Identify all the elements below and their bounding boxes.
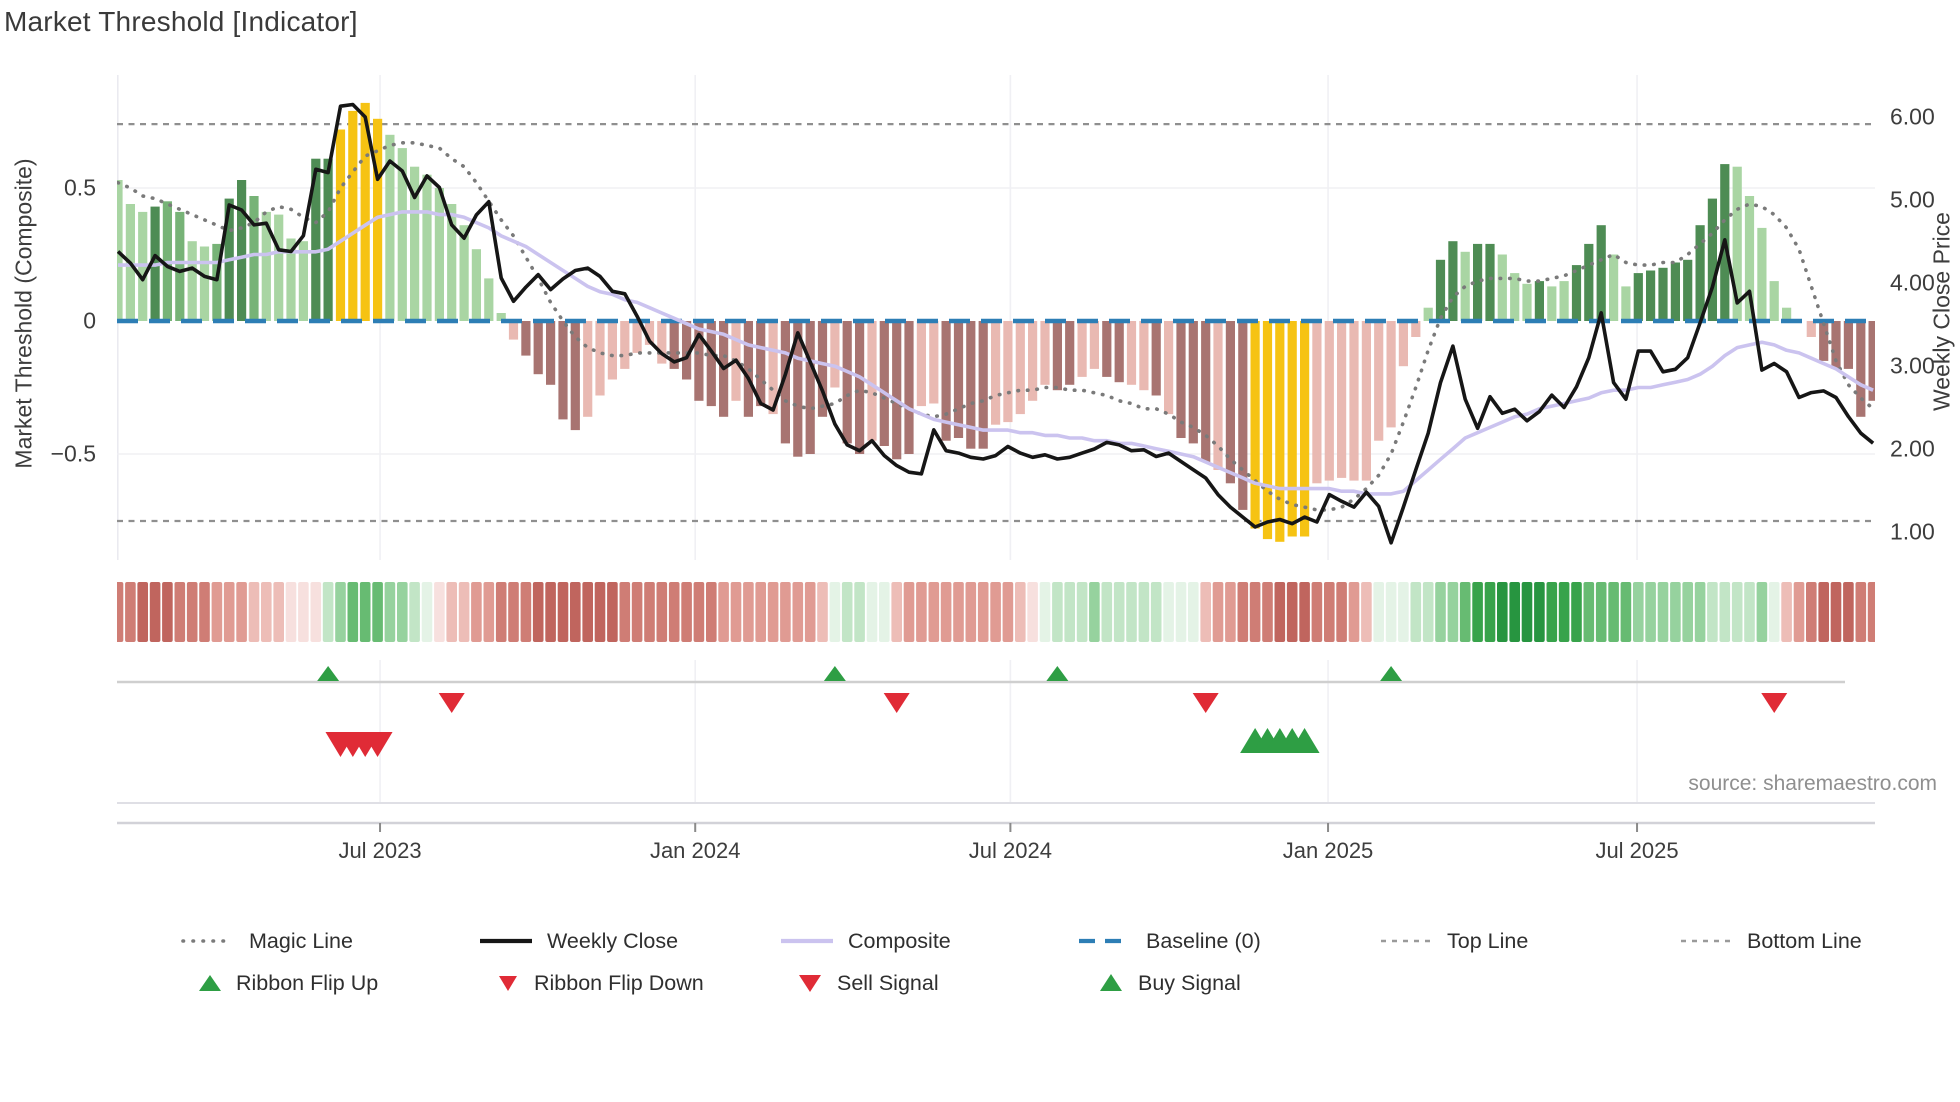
- left-tick-label: 0: [83, 307, 96, 334]
- dotted-line-swatch-icon: [1381, 939, 1431, 943]
- legend-label: Bottom Line: [1747, 928, 1862, 953]
- signal-markers-panel: [117, 660, 1875, 832]
- ribbon-flip-up-marker: [823, 666, 846, 681]
- buy-signal-marker: [1289, 728, 1320, 753]
- x-tick-label: Jul 2025: [1595, 838, 1679, 863]
- x-tick-label: Jan 2024: [649, 838, 741, 863]
- magic-line: [117, 141, 1875, 512]
- legend-item-magic-line: Magic Line: [180, 928, 353, 954]
- page-title: Market Threshold [Indicator]: [4, 6, 358, 37]
- legend-item-buy-signal: Buy Signal: [1097, 970, 1241, 996]
- x-tick-label: Jan 2025: [1282, 838, 1374, 863]
- ribbon-cells: [117, 582, 1875, 642]
- ribbon-flip-up-marker: [1046, 666, 1069, 681]
- dotted-line-swatch-icon: [1681, 939, 1731, 943]
- triangle-down-icon: [499, 976, 517, 991]
- ribbon-flip-up-marker: [317, 666, 340, 681]
- source-credit: source: sharemaestro.com: [1688, 772, 1937, 795]
- triangle-up-icon: [1100, 974, 1122, 991]
- ribbon-flip-up-marker: [1380, 666, 1403, 681]
- legend-item-ribbon-flip-down: Ribbon Flip Down: [495, 970, 704, 996]
- ribbon-flip-down-marker: [438, 693, 465, 713]
- legend-label: Top Line: [1447, 928, 1529, 953]
- dotted-line-swatch-icon: [181, 939, 235, 943]
- sell-signal-marker: [362, 732, 393, 757]
- x-tick-label: Jul 2023: [338, 838, 422, 863]
- right-tick-label: 6.00: [1890, 103, 1935, 130]
- left-tick-label: 0.5: [64, 174, 96, 201]
- legend-label: Ribbon Flip Up: [236, 970, 379, 995]
- ribbon-flip-down-marker: [1192, 693, 1219, 713]
- legend-item-ribbon-flip-up: Ribbon Flip Up: [197, 970, 378, 996]
- legend-item-composite: Composite: [779, 928, 951, 954]
- x-tick-label: Jul 2024: [968, 838, 1052, 863]
- legend-label: Baseline (0): [1146, 928, 1261, 953]
- legend-item-top-line: Top Line: [1378, 928, 1528, 954]
- triangle-up-icon: [199, 975, 221, 991]
- legend-item-sell-signal: Sell Signal: [796, 970, 939, 996]
- composite-line: [118, 210, 1874, 496]
- left-axis-title: Market Threshold (Composite): [10, 158, 37, 469]
- legend-label: Magic Line: [249, 928, 353, 953]
- legend-label: Weekly Close: [547, 928, 679, 953]
- legend-label: Composite: [848, 928, 951, 953]
- right-tick-label: 1.00: [1890, 518, 1935, 545]
- legend-label: Buy Signal: [1138, 970, 1241, 995]
- legend-item-baseline: Baseline (0): [1077, 928, 1261, 954]
- triangle-down-icon: [799, 975, 821, 992]
- right-tick-label: 3.00: [1890, 352, 1935, 379]
- left-tick-label: −0.5: [50, 440, 96, 467]
- right-tick-label: 5.00: [1890, 186, 1935, 213]
- legend-item-weekly-close: Weekly Close: [478, 928, 678, 954]
- legend-label: Sell Signal: [837, 970, 939, 995]
- momentum-ribbon-strip: [117, 582, 1875, 642]
- ribbon-flip-down-marker: [883, 693, 910, 713]
- right-tick-label: 4.00: [1890, 269, 1935, 296]
- solid-line-swatch-icon: [480, 938, 532, 944]
- dashed-line-swatch-icon: [1079, 938, 1131, 944]
- main-indicator-plot: [117, 75, 1875, 560]
- legend-item-bottom-line: Bottom Line: [1678, 928, 1862, 954]
- solid-line-swatch-icon: [781, 938, 833, 944]
- weekly-close-line: [117, 102, 1875, 545]
- right-tick-label: 2.00: [1890, 435, 1935, 462]
- ribbon-flip-down-marker: [1761, 693, 1788, 713]
- legend-label: Ribbon Flip Down: [534, 970, 704, 995]
